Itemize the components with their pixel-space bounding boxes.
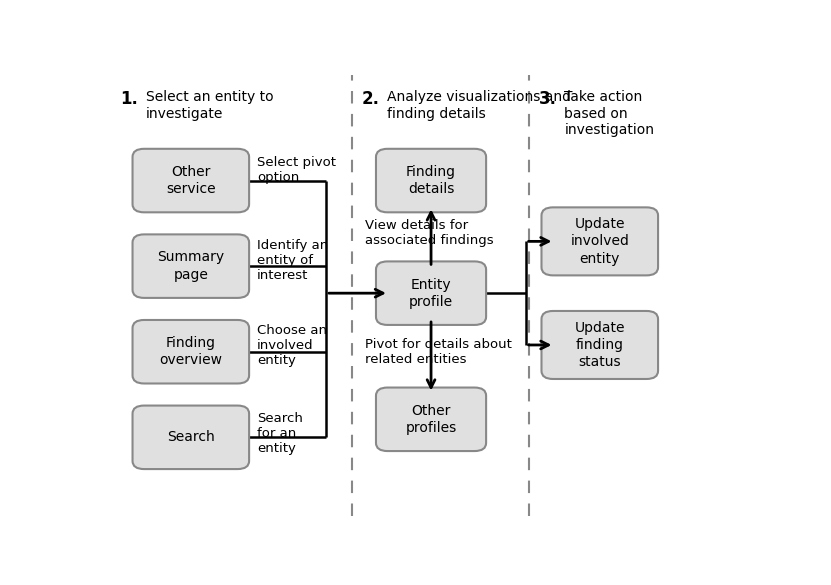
Text: Search: Search: [167, 431, 214, 445]
Text: Entity
profile: Entity profile: [409, 277, 453, 309]
FancyBboxPatch shape: [132, 320, 249, 384]
Text: Update
finding
status: Update finding status: [574, 321, 625, 369]
Text: Analyze visualizations and
finding details: Analyze visualizations and finding detai…: [387, 91, 571, 121]
Text: 3.: 3.: [538, 91, 557, 108]
Text: View details for
associated findings: View details for associated findings: [365, 219, 494, 247]
FancyBboxPatch shape: [542, 311, 658, 379]
Text: Finding
overview: Finding overview: [160, 336, 223, 367]
FancyBboxPatch shape: [376, 149, 486, 212]
Text: 2.: 2.: [361, 91, 380, 108]
Text: Pivot for details about
related entities: Pivot for details about related entities: [365, 338, 512, 366]
Text: Choose an
involved
entity: Choose an involved entity: [257, 324, 327, 367]
FancyBboxPatch shape: [132, 235, 249, 298]
Text: Search
for an
entity: Search for an entity: [257, 412, 303, 455]
Text: Take action
based on
investigation: Take action based on investigation: [564, 91, 654, 137]
FancyBboxPatch shape: [132, 149, 249, 212]
FancyBboxPatch shape: [376, 261, 486, 325]
FancyBboxPatch shape: [542, 207, 658, 276]
Text: Other
service: Other service: [166, 165, 215, 196]
FancyBboxPatch shape: [132, 405, 249, 469]
Text: Select pivot
option: Select pivot option: [257, 156, 337, 184]
Text: Identify an
entity of
interest: Identify an entity of interest: [257, 239, 328, 282]
Text: Other
profiles: Other profiles: [406, 404, 457, 435]
Text: Update
involved
entity: Update involved entity: [570, 217, 629, 266]
FancyBboxPatch shape: [376, 387, 486, 451]
Text: Select an entity to
investigate: Select an entity to investigate: [145, 91, 273, 121]
Text: Summary
page: Summary page: [157, 250, 224, 282]
Text: Finding
details: Finding details: [406, 165, 456, 196]
Text: 1.: 1.: [120, 91, 138, 108]
